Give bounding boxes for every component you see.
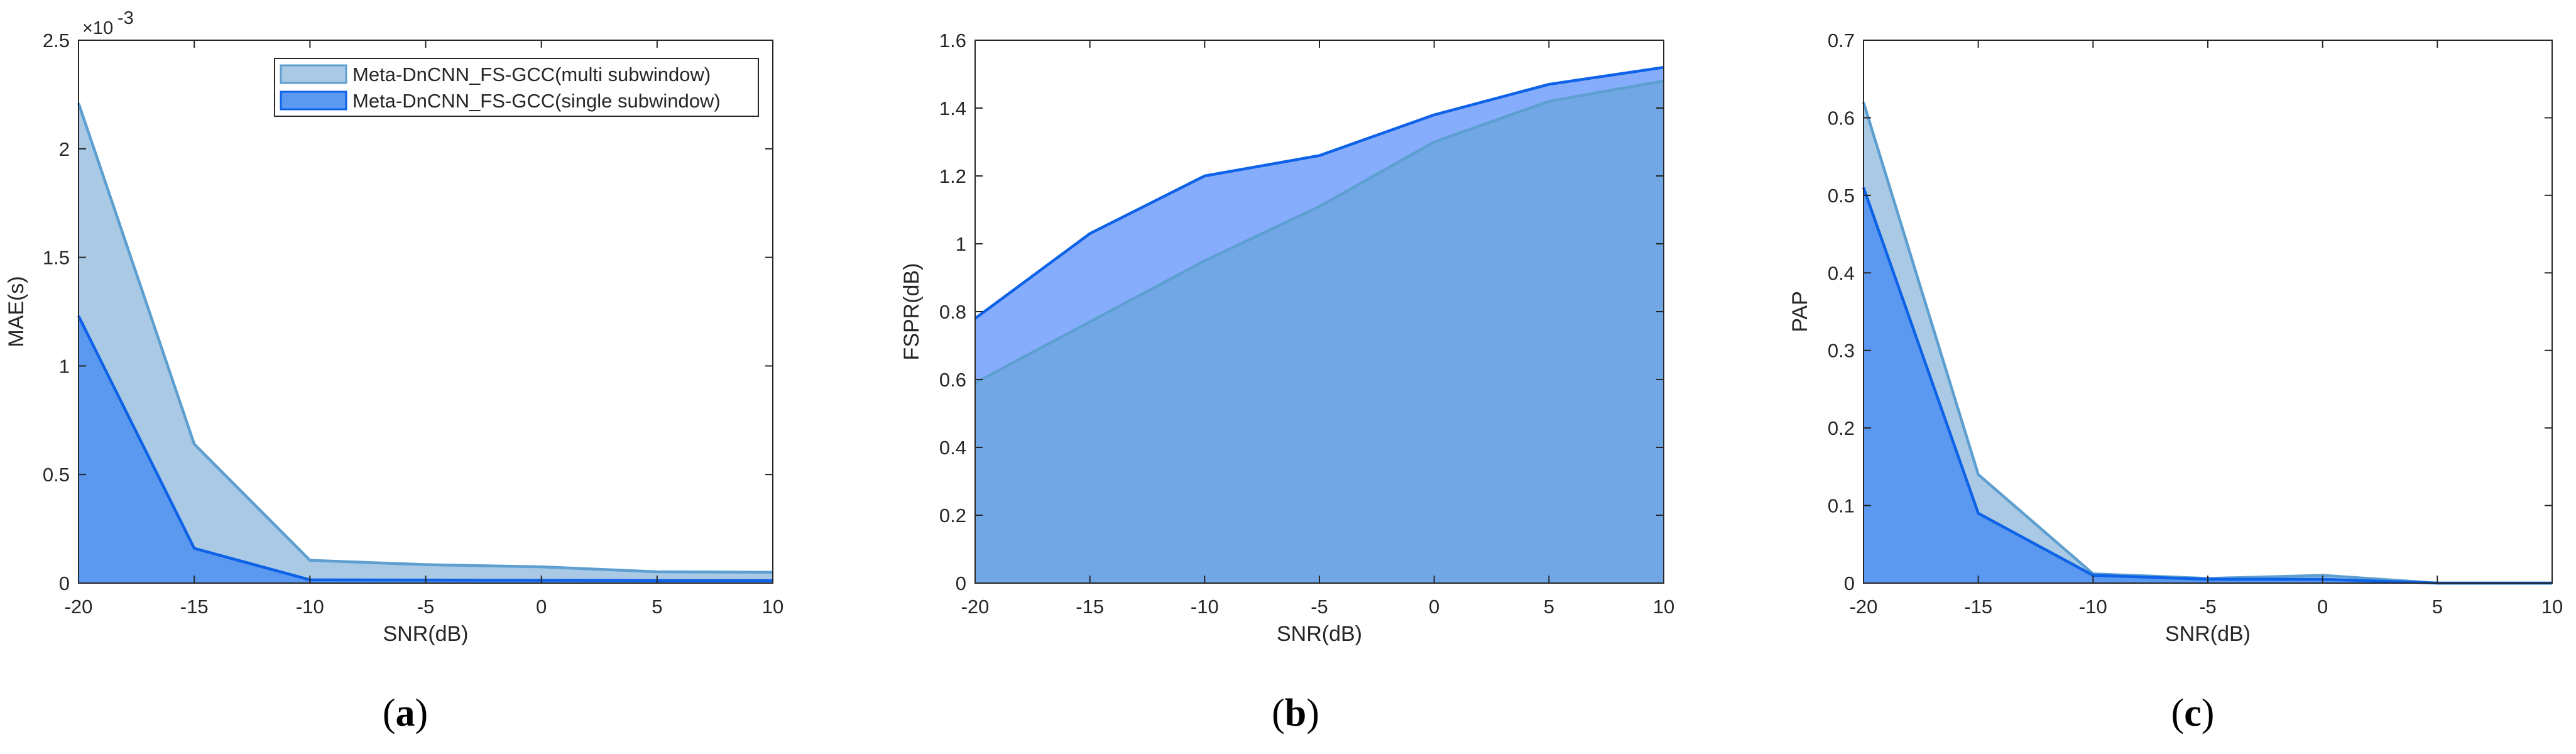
x-axis-label: SNR(dB) <box>1277 622 1362 646</box>
x-tick-label: 10 <box>1653 596 1674 618</box>
y-tick-label: 0.3 <box>1828 340 1855 362</box>
panel-caption-letter: b <box>1285 692 1306 735</box>
x-tick-label: 5 <box>2432 596 2443 618</box>
y-tick-label: 0.7 <box>1828 30 1855 52</box>
y-axis-label: PAP <box>1788 291 1812 332</box>
y-tick-label: 0 <box>1844 572 1855 594</box>
series-single-area <box>1864 188 2552 583</box>
x-tick-label: 5 <box>652 596 662 618</box>
y-tick-label: 0.5 <box>43 464 70 486</box>
chart-panel-b: -20 -15 -10 -5 0 5 10 0 0.2 0.4 0.6 0.8 1 1.2 1.4 1.6 SN… <box>900 30 1674 735</box>
x-tick-label: -5 <box>417 596 435 618</box>
y-tick-label: 0 <box>59 572 70 594</box>
legend-swatch-single <box>281 92 346 109</box>
y-tick-label: 1.2 <box>939 165 966 187</box>
y-tick-label: 0.6 <box>1828 107 1855 129</box>
x-tick-label: 0 <box>1429 596 1439 618</box>
series-multi-area <box>79 103 773 583</box>
x-tick-label: -20 <box>1850 596 1878 618</box>
y-tick-label: 2.5 <box>43 30 70 52</box>
y-axis-label: MAE(s) <box>4 276 28 347</box>
x-tick-label: 5 <box>1544 596 1554 618</box>
y-exponent-power: -3 <box>117 8 134 28</box>
x-tick-label: -10 <box>2079 596 2107 618</box>
y-tick-label: 1 <box>59 355 70 377</box>
x-tick-label: -10 <box>1191 596 1219 618</box>
x-tick-label: -5 <box>2199 596 2217 618</box>
chart-panel-a: -20 -15 -10 -5 0 5 10 0 0.5 1 1.5 2 2.5 ×10-3 SNR(dB) M… <box>4 8 783 735</box>
y-tick-label: 1.5 <box>43 247 70 269</box>
panel-caption: (c) <box>2171 692 2215 735</box>
y-tick-label: 0.5 <box>1828 185 1855 207</box>
y-tick-label: 0.1 <box>1828 495 1855 517</box>
x-axis-label: SNR(dB) <box>383 622 468 646</box>
y-tick-label: 0 <box>956 572 966 594</box>
panel-caption-letter: a <box>396 692 415 735</box>
panel-caption: (a) <box>383 692 428 735</box>
x-tick-label: -20 <box>65 596 93 618</box>
y-tick-label: 0.4 <box>1828 262 1855 284</box>
x-tick-label: -5 <box>1311 596 1328 618</box>
x-tick-label: 0 <box>2317 596 2328 618</box>
y-tick-label: 0.4 <box>939 437 966 459</box>
legend-label-single: Meta-DnCNN_FS-GCC(single subwindow) <box>352 90 721 112</box>
x-tick-label: 10 <box>762 596 783 618</box>
x-tick-label: -15 <box>1964 596 1992 618</box>
panel-caption-letter: c <box>2184 692 2202 735</box>
y-axis-label: FSPR(dB) <box>900 263 924 361</box>
x-tick-label: -15 <box>1076 596 1104 618</box>
y-tick-label: 1.4 <box>939 97 966 119</box>
legend-swatch-multi <box>281 65 346 83</box>
panel-caption: (b) <box>1272 692 1319 735</box>
y-tick-label: 1.6 <box>939 30 966 52</box>
y-tick-label: 2 <box>59 138 70 160</box>
y-tick-label: 0.2 <box>1828 417 1855 439</box>
x-tick-label: 0 <box>536 596 547 618</box>
x-tick-label: -15 <box>180 596 209 618</box>
y-exponent-label: ×10 <box>82 18 113 38</box>
x-tick-label: 10 <box>2541 596 2563 618</box>
y-tick-label: 1 <box>956 233 966 255</box>
x-axis-label: SNR(dB) <box>2165 622 2251 646</box>
x-tick-label: -10 <box>296 596 324 618</box>
y-tick-label: 0.2 <box>939 505 966 527</box>
y-tick-label: 0.6 <box>939 369 966 391</box>
legend-label-multi: Meta-DnCNN_FS-GCC(multi subwindow) <box>352 63 711 85</box>
x-tick-label: -20 <box>961 596 990 618</box>
chart-panel-c: -20 -15 -10 -5 0 5 10 0 0.1 0.2 0.3 0.4 0.5 0.6 0.7 SNR… <box>1788 30 2563 735</box>
y-tick-label: 0.8 <box>939 301 966 323</box>
